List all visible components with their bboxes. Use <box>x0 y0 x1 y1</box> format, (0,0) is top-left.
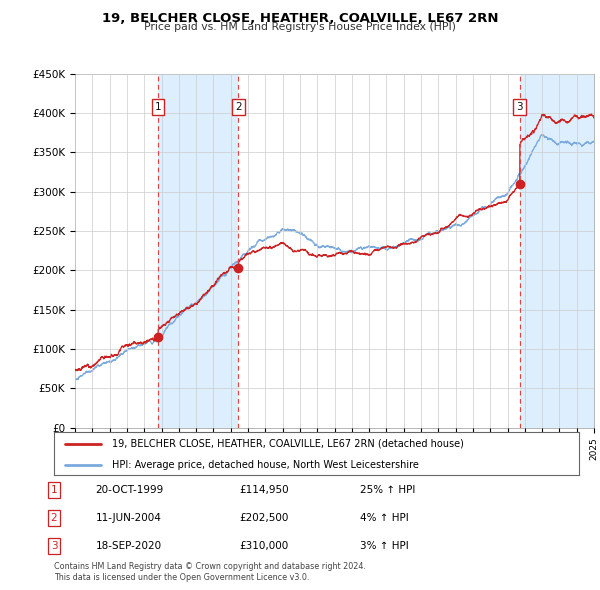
Text: 2: 2 <box>50 513 58 523</box>
Text: Price paid vs. HM Land Registry's House Price Index (HPI): Price paid vs. HM Land Registry's House … <box>144 22 456 32</box>
Text: 25% ↑ HPI: 25% ↑ HPI <box>360 485 415 494</box>
Text: 4% ↑ HPI: 4% ↑ HPI <box>360 513 409 523</box>
Text: 19, BELCHER CLOSE, HEATHER, COALVILLE, LE67 2RN: 19, BELCHER CLOSE, HEATHER, COALVILLE, L… <box>102 12 498 25</box>
Text: 1: 1 <box>155 103 161 112</box>
Text: 3: 3 <box>50 542 58 551</box>
Text: 3: 3 <box>516 103 523 112</box>
Text: HPI: Average price, detached house, North West Leicestershire: HPI: Average price, detached house, Nort… <box>112 460 419 470</box>
Text: Contains HM Land Registry data © Crown copyright and database right 2024.: Contains HM Land Registry data © Crown c… <box>54 562 366 571</box>
Text: £114,950: £114,950 <box>239 485 289 494</box>
Text: 11-JUN-2004: 11-JUN-2004 <box>96 513 162 523</box>
Text: This data is licensed under the Open Government Licence v3.0.: This data is licensed under the Open Gov… <box>54 573 310 582</box>
Text: £310,000: £310,000 <box>239 542 289 551</box>
Text: 19, BELCHER CLOSE, HEATHER, COALVILLE, LE67 2RN (detached house): 19, BELCHER CLOSE, HEATHER, COALVILLE, L… <box>112 439 464 449</box>
Bar <box>520 74 594 428</box>
Text: £202,500: £202,500 <box>239 513 289 523</box>
Text: 1: 1 <box>50 485 58 494</box>
Text: 18-SEP-2020: 18-SEP-2020 <box>96 542 162 551</box>
Text: 20-OCT-1999: 20-OCT-1999 <box>95 485 163 494</box>
Bar <box>158 74 238 428</box>
Text: 2: 2 <box>235 103 242 112</box>
Text: 3% ↑ HPI: 3% ↑ HPI <box>360 542 409 551</box>
